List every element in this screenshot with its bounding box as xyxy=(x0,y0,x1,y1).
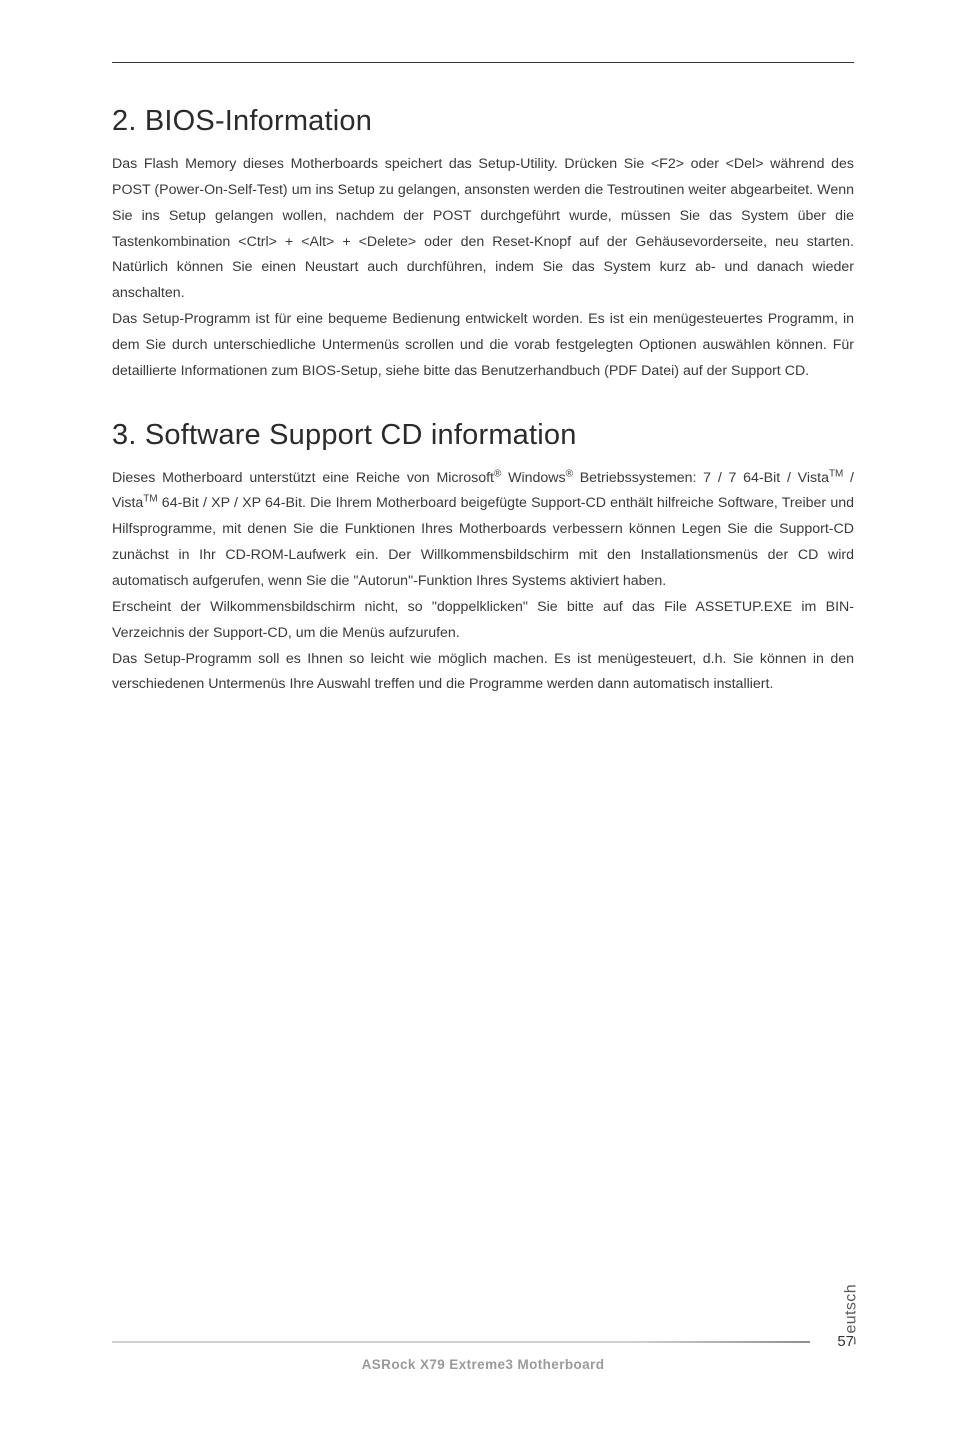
para2-frag-3: Betriebssystemen: 7 / 7 64-Bit / Vista xyxy=(573,470,829,486)
footer-rule-wrap: 57 xyxy=(112,1335,854,1349)
section-body-software: Dieses Motherboard unterstützt eine Reic… xyxy=(112,466,854,699)
top-rule xyxy=(112,62,854,63)
registered-mark: ® xyxy=(566,468,573,479)
trademark-mark: TM xyxy=(829,468,843,479)
para2-frag-2: Windows xyxy=(501,470,565,486)
section-heading-software: 3. Software Support CD information xyxy=(112,419,854,452)
section-body-bios: Das Flash Memory dieses Motherboards spe… xyxy=(112,152,854,385)
para2-frag-5: 64-Bit / XP / XP 64-Bit. Die Ihrem Mothe… xyxy=(112,495,854,692)
section-heading-bios: 2. BIOS-Information xyxy=(112,105,854,138)
para2-frag-1: Dieses Motherboard unterstützt eine Reic… xyxy=(112,470,494,486)
footer-rule xyxy=(112,1341,810,1343)
page-number: 57 xyxy=(829,1333,854,1350)
page-footer: 57 ASRock X79 Extreme3 Motherboard xyxy=(0,1335,954,1372)
footer-title: ASRock X79 Extreme3 Motherboard xyxy=(112,1357,854,1372)
trademark-mark: TM xyxy=(143,494,157,505)
page-content: 2. BIOS-Information Das Flash Memory die… xyxy=(0,0,954,698)
